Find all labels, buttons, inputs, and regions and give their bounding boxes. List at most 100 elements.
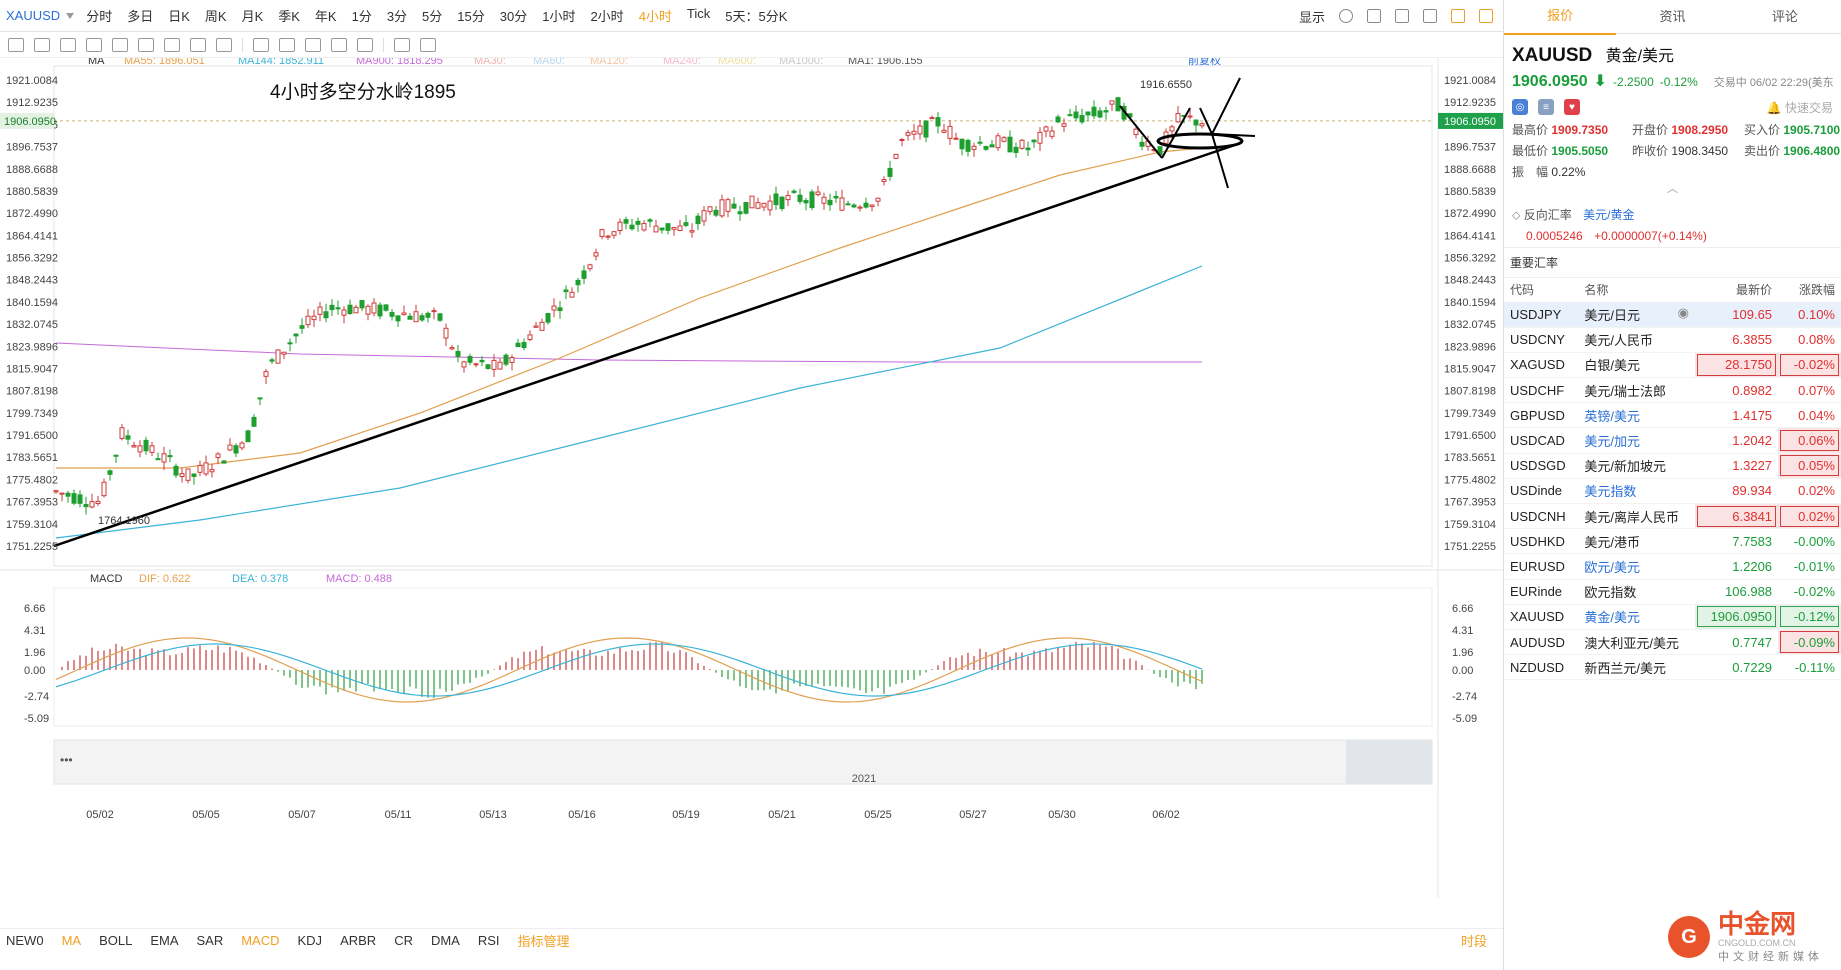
- indicator-dma[interactable]: DMA: [430, 933, 460, 948]
- tab-comments[interactable]: 评论: [1771, 8, 1798, 24]
- candle-body: [833, 195, 839, 199]
- timeframe-11[interactable]: 30分: [499, 9, 528, 24]
- panel-toggle-icon[interactable]: [1479, 9, 1493, 23]
- column-header-change[interactable]: 涨跌幅: [1778, 278, 1841, 303]
- stat-value: 1908.2950: [1668, 123, 1729, 137]
- timeframe-14[interactable]: 4小时: [638, 9, 672, 24]
- table-row[interactable]: NZDUSD 新西兰元/美元 0.7229 -0.11%: [1504, 654, 1841, 681]
- text-tool-icon[interactable]: [190, 37, 206, 52]
- globe-icon[interactable]: ◎: [1512, 99, 1528, 115]
- tab-news[interactable]: 资讯: [1659, 8, 1686, 24]
- indicator-rsi[interactable]: RSI: [477, 933, 500, 948]
- eraser-icon[interactable]: [253, 37, 269, 52]
- range-navigator: [53, 739, 1433, 785]
- lock-icon[interactable]: [331, 37, 347, 52]
- timeframe-4[interactable]: 月K: [241, 9, 264, 24]
- shape-tool-icon[interactable]: [60, 37, 76, 52]
- link-icon[interactable]: [394, 37, 410, 52]
- timeframe-2[interactable]: 日K: [168, 9, 190, 24]
- gear-icon[interactable]: [420, 37, 436, 52]
- pen-icon[interactable]: [1451, 9, 1465, 23]
- eye-icon[interactable]: ◉: [1677, 305, 1689, 321]
- indicator-kdj[interactable]: KDJ: [297, 933, 323, 948]
- magnet-icon[interactable]: [279, 37, 295, 52]
- table-row[interactable]: USDJPY 美元/日元 ◉ 109.65 0.10%: [1504, 302, 1841, 328]
- timeframe-13[interactable]: 2小时: [590, 9, 624, 24]
- table-row[interactable]: USDCAD 美元/加元 1.2042 0.06%: [1504, 427, 1841, 454]
- y-tick-left: 1807.8198: [6, 386, 58, 398]
- table-row[interactable]: EURinde 欧元指数 106.988 -0.02%: [1504, 579, 1841, 605]
- table-row[interactable]: USDHKD 美元/港币 7.7583 -0.00%: [1504, 528, 1841, 555]
- fullscreen-icon[interactable]: [1423, 9, 1437, 23]
- collapse-icon[interactable]: ︿: [1667, 183, 1678, 195]
- indicator-ema[interactable]: EMA: [150, 933, 179, 948]
- rate-name: 英镑/美元: [1578, 402, 1695, 429]
- timeframe-15[interactable]: Tick: [686, 6, 711, 21]
- line-tool-icon[interactable]: [34, 37, 50, 52]
- column-header-code[interactable]: 代码: [1504, 278, 1579, 303]
- quick-trade-button[interactable]: 🔔 快速交易: [1766, 100, 1833, 115]
- camera-icon[interactable]: [1395, 9, 1409, 23]
- checkbox-icon[interactable]: [1367, 9, 1381, 23]
- table-row[interactable]: GBPUSD 英镑/美元 1.4175 0.04%: [1504, 402, 1841, 429]
- timeframe-6[interactable]: 年K: [314, 9, 337, 24]
- table-row[interactable]: USDinde 美元指数 89.934 0.02%: [1504, 478, 1841, 505]
- column-header-price[interactable]: 最新价: [1694, 278, 1779, 303]
- candle-body: [305, 315, 311, 326]
- table-row[interactable]: AUDUSD 澳大利亚元/美元 0.7747 -0.09%: [1504, 629, 1841, 656]
- indicator-boll[interactable]: BOLL: [99, 933, 133, 948]
- candle-body: [209, 469, 215, 473]
- indicator-sar[interactable]: SAR: [196, 933, 224, 948]
- rate-name: 美元/离岸人民币: [1578, 503, 1695, 530]
- document-icon[interactable]: ≡: [1538, 99, 1554, 115]
- table-row[interactable]: USDCHF 美元/瑞士法郎 0.8982 0.07%: [1504, 377, 1841, 404]
- indicator-arbr[interactable]: ARBR: [340, 933, 377, 948]
- timeframe-10[interactable]: 15分: [457, 9, 485, 24]
- fib-tool-icon[interactable]: [112, 37, 128, 52]
- table-row[interactable]: USDSGD 美元/新加坡元 1.3227 0.05%: [1504, 453, 1841, 479]
- price-chart[interactable]: 4小时多空分水岭1895 1916.6550 1764.1960 1921.0084…: [0, 53, 1503, 928]
- table-row[interactable]: EURUSD 欧元/美元 1.2206 -0.01%: [1504, 553, 1841, 580]
- timeframe-9[interactable]: 5分: [422, 9, 443, 24]
- timeframe-12[interactable]: 1小时: [542, 9, 576, 24]
- tab-quote[interactable]: 报价: [1504, 0, 1617, 35]
- trash-icon[interactable]: [357, 37, 373, 52]
- table-row[interactable]: USDCNY 美元/人民币 6.3855 0.08%: [1504, 327, 1841, 353]
- comment-tool-icon[interactable]: [216, 37, 232, 52]
- candle-body: [125, 435, 131, 440]
- display-menu[interactable]: 显示: [1298, 9, 1325, 25]
- candle-body: [107, 470, 113, 475]
- chart-area[interactable]: 4小时多空分水岭1895 1916.6550 1764.1960 1921.0084…: [0, 53, 1503, 938]
- timeframe-1[interactable]: 多日: [127, 9, 154, 24]
- pattern-tool-icon[interactable]: [138, 37, 154, 52]
- indicator-new0[interactable]: NEW0: [6, 933, 44, 948]
- eye-icon[interactable]: [305, 37, 321, 52]
- rate-name: 欧元指数: [1578, 579, 1695, 605]
- heart-icon[interactable]: ♥: [1564, 99, 1580, 115]
- timeframe-5[interactable]: 季K: [278, 9, 300, 24]
- indicator-ma[interactable]: MA: [61, 933, 82, 948]
- timeframe-3[interactable]: 周K: [204, 9, 227, 24]
- indicator-macd[interactable]: MACD: [241, 933, 280, 948]
- session-button[interactable]: 时段: [1460, 934, 1487, 949]
- rate-code: USDSGD: [1504, 453, 1579, 479]
- column-header-name[interactable]: 名称: [1578, 278, 1695, 303]
- symbol-selector[interactable]: XAUUSD: [6, 8, 75, 23]
- timeframe-0[interactable]: 分时: [86, 9, 113, 24]
- candle-body: [335, 307, 341, 310]
- table-row[interactable]: XAUUSD 黄金/美元 1906.0950 -0.12%: [1504, 604, 1841, 630]
- crosshair-icon[interactable]: [8, 37, 24, 52]
- indicator-manage-button[interactable]: 指标管理: [517, 934, 570, 949]
- indicator-cr[interactable]: CR: [394, 933, 413, 948]
- candle-body: [731, 203, 737, 209]
- table-row[interactable]: USDCNH 美元/离岸人民币 6.3841 0.02%: [1504, 503, 1841, 530]
- fork-tool-icon[interactable]: [86, 37, 102, 52]
- timeframe-7[interactable]: 1分: [351, 9, 372, 24]
- timeframe-16[interactable]: 5天：5分K: [725, 9, 788, 24]
- reverse-rate-pair[interactable]: 美元/黄金: [1583, 208, 1635, 222]
- stat-value: 0.22%: [1548, 165, 1586, 179]
- timeframe-8[interactable]: 3分: [386, 9, 408, 24]
- settings-icon[interactable]: [1339, 9, 1353, 23]
- table-row[interactable]: XAGUSD 白银/美元 28.1750 -0.02%: [1504, 352, 1841, 379]
- arrow-tool-icon[interactable]: [164, 37, 180, 52]
